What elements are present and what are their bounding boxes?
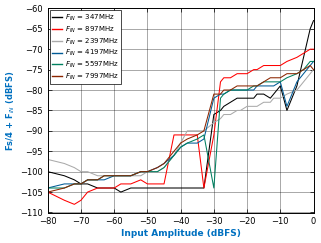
X-axis label: Input Amplitude (dBFS): Input Amplitude (dBFS) (121, 229, 240, 238)
Legend: $F_{IN}$ = 347MHz, $F_{IN}$ = 897MHz, $F_{IN}$ = 2397MHz, $F_{IN}$ = 4197MHz, $F: $F_{IN}$ = 347MHz, $F_{IN}$ = 897MHz, $F… (50, 10, 121, 84)
Y-axis label: Fs/4 + F$_{IN}$ (dBFS): Fs/4 + F$_{IN}$ (dBFS) (5, 70, 17, 151)
